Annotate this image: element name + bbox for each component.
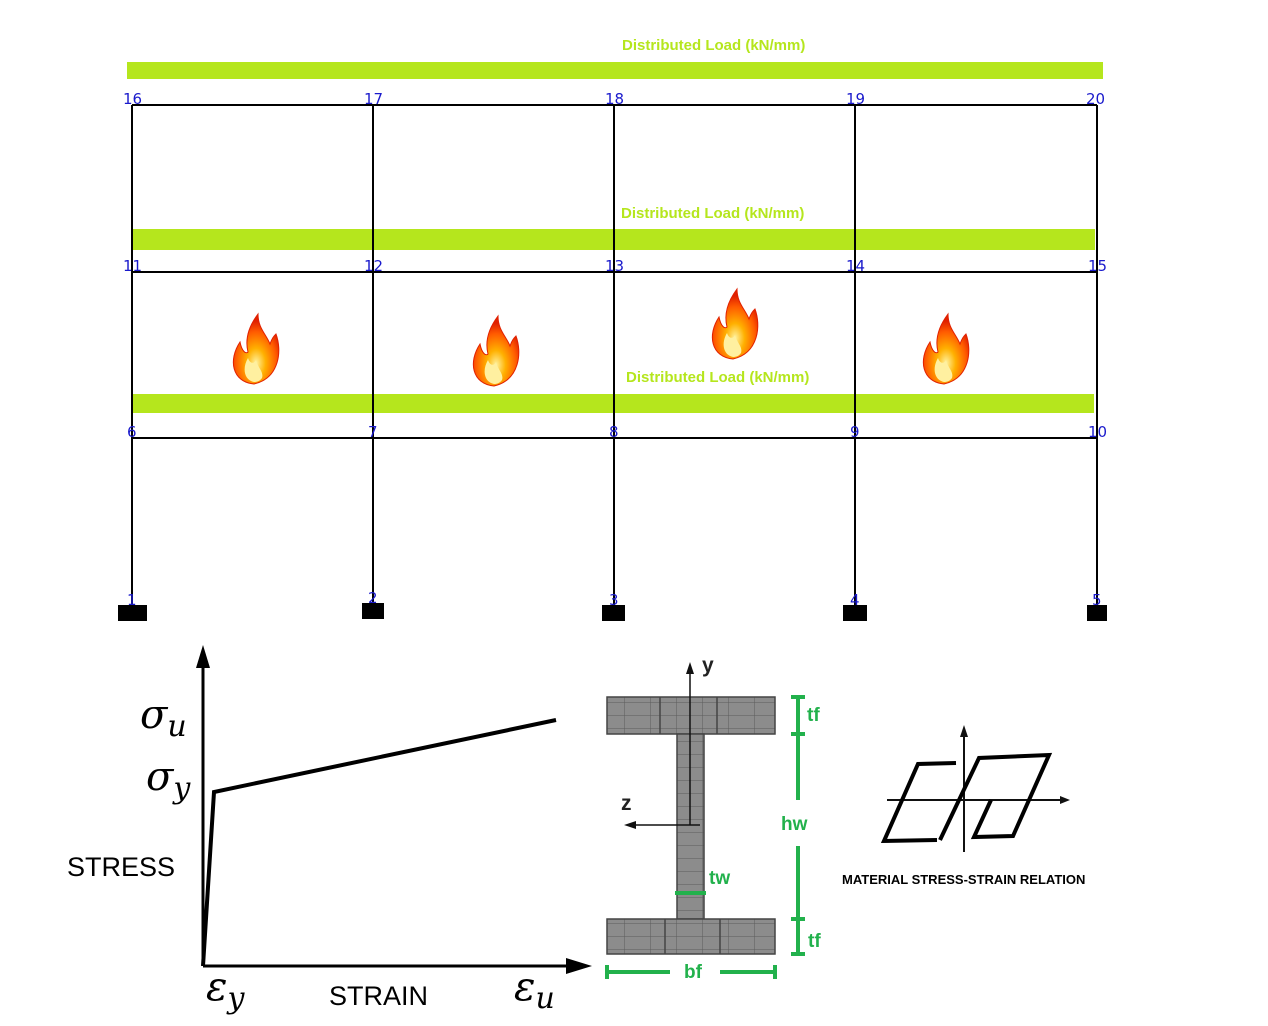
support-5 — [1087, 605, 1107, 621]
hysteresis-y-arrowhead — [960, 725, 968, 737]
node-label: 14 — [846, 257, 865, 275]
stress-strain-plot: σu σy εy εu STRESS STRAIN — [67, 645, 592, 1016]
node-label: 5 — [1092, 591, 1102, 609]
node-label: 8 — [609, 423, 619, 441]
y-axis-label: y — [702, 654, 714, 677]
node-label: 6 — [127, 423, 137, 441]
node-label: 12 — [364, 257, 383, 275]
strain-axis-label: STRAIN — [329, 981, 428, 1011]
top-flange — [606, 696, 776, 735]
stress-axis-label: STRESS — [67, 852, 175, 882]
hw-label: hw — [781, 814, 808, 835]
fire-icon — [472, 314, 520, 387]
node-label: 18 — [605, 90, 624, 108]
roof-load-label: Distributed Load (kN/mm) — [622, 37, 805, 54]
frame-diagram: Distributed Load (kN/mm) Distributed Loa… — [118, 37, 1107, 621]
node-label: 17 — [364, 90, 383, 108]
hysteresis-caption: MATERIAL STRESS-STRAIN RELATION — [842, 872, 1085, 887]
node-label: 1 — [127, 591, 137, 609]
epsilon-u-label: εu — [514, 964, 555, 1016]
tw-label: tw — [709, 868, 730, 889]
hysteresis-loop-left — [880, 761, 957, 844]
fire-icon — [711, 287, 759, 360]
tf-top-label: tf — [807, 705, 820, 726]
node-label: 7 — [368, 423, 378, 441]
fire-icon — [922, 312, 970, 385]
roof-load-bar — [127, 62, 1103, 79]
hysteresis-diagram: MATERIAL STRESS-STRAIN RELATION — [842, 725, 1085, 887]
node-label: 4 — [850, 591, 860, 609]
support-4 — [843, 605, 867, 621]
node-label: 13 — [605, 257, 624, 275]
dim-label-mask — [785, 800, 815, 846]
bottom-flange — [606, 918, 776, 955]
support-2 — [362, 603, 384, 619]
stress-axis-arrowhead — [196, 645, 210, 668]
node-label: 10 — [1088, 423, 1107, 441]
epsilon-y-label: εy — [206, 964, 245, 1016]
node-label: 16 — [123, 90, 142, 108]
sigma-u-label: σu — [140, 692, 187, 744]
support-1 — [118, 605, 147, 621]
node-label: 20 — [1086, 90, 1105, 108]
fire-icon — [232, 312, 280, 385]
sigma-y-label: σy — [146, 754, 191, 806]
first-floor-load-label: Distributed Load (kN/mm) — [626, 369, 809, 386]
node-label: 3 — [609, 591, 619, 609]
node-label: 9 — [850, 423, 860, 441]
z-axis-label: z — [621, 792, 632, 815]
support-3 — [602, 605, 625, 621]
bf-label: bf — [684, 962, 703, 983]
node-label: 2 — [368, 589, 378, 607]
hysteresis-loop-right — [938, 752, 1053, 841]
node-label: 15 — [1088, 257, 1107, 275]
i-section-diagram: y z tf hw tw tf bf — [605, 654, 821, 983]
tf-bottom-label: tf — [808, 931, 821, 952]
hysteresis-x-arrowhead — [1060, 796, 1070, 804]
node-label: 19 — [846, 90, 865, 108]
y-axis-arrowhead — [686, 662, 694, 674]
bilinear-curve — [201, 718, 557, 967]
second-floor-load-label: Distributed Load (kN/mm) — [621, 205, 804, 222]
strain-axis-arrowhead — [566, 958, 592, 974]
node-label: 11 — [123, 257, 142, 275]
z-axis-arrowhead — [624, 821, 636, 829]
